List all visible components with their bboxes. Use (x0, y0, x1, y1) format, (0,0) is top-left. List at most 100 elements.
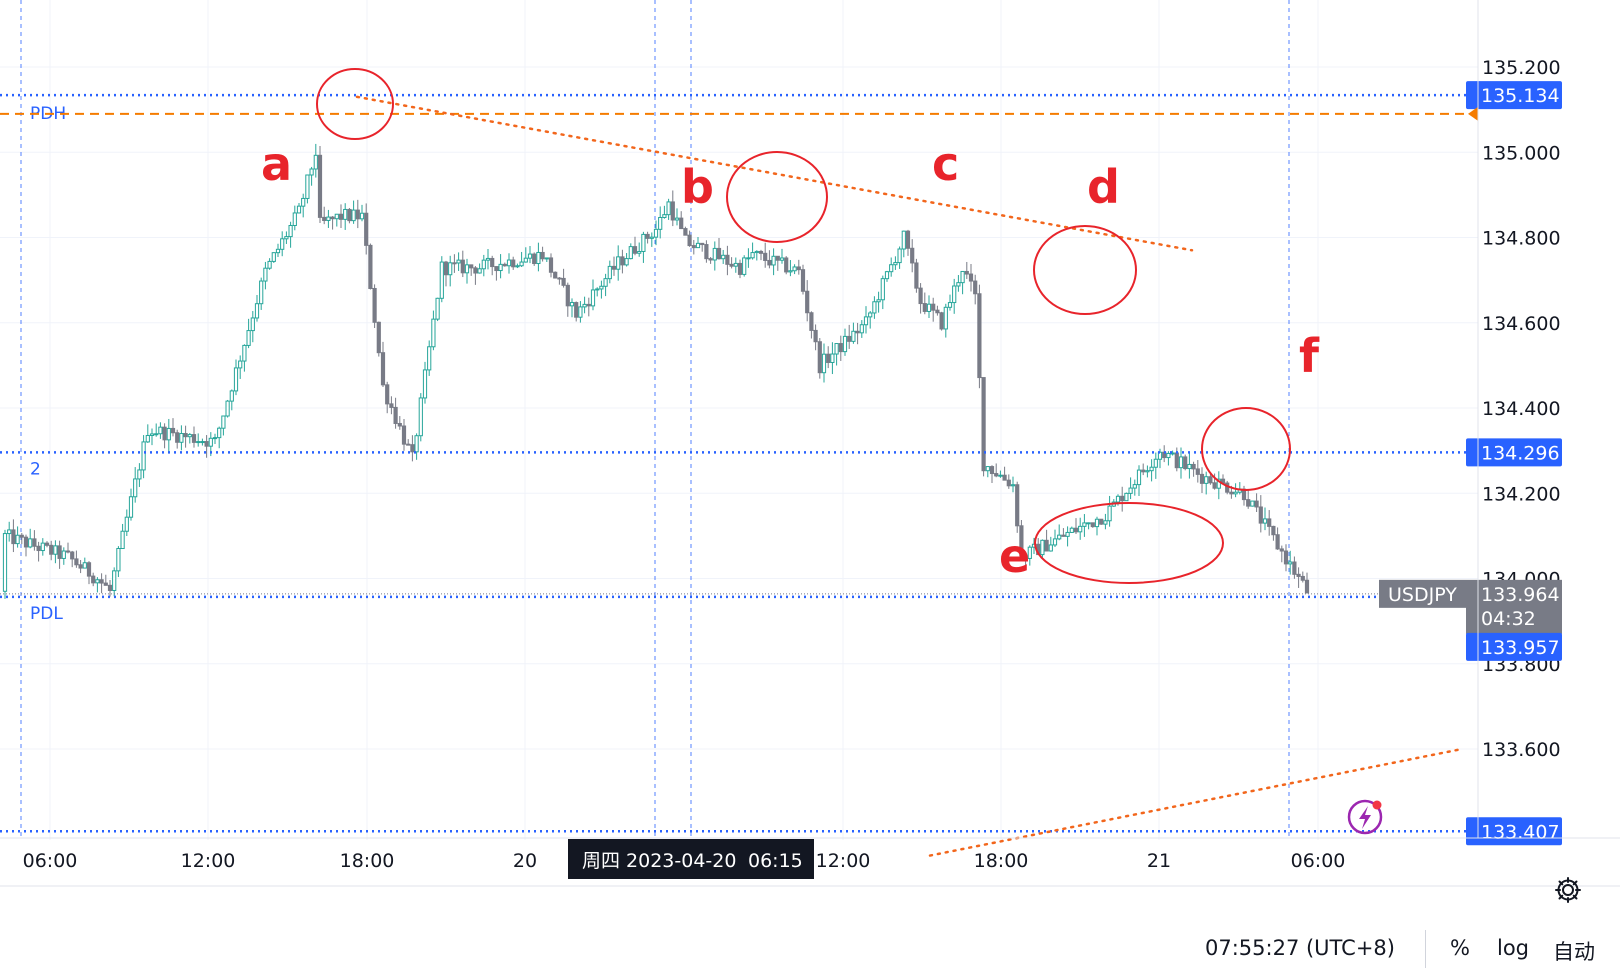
candle-down (704, 244, 709, 260)
candle-up (754, 250, 759, 254)
candle-up (435, 297, 440, 320)
time-tick-label: 06:00 (1291, 850, 1346, 872)
candle-up (208, 437, 213, 447)
candle-up (158, 426, 163, 435)
trendline-support (928, 747, 1464, 857)
candle-up (1048, 544, 1053, 552)
candle-down (1195, 468, 1200, 475)
candle-up (1250, 500, 1255, 507)
candle-down (532, 253, 537, 265)
time-axis[interactable]: 06:00 12:00 18:00 20 12:00 18:00 21 06:00 周四 202… (0, 0, 1620, 887)
candle-down (355, 209, 360, 220)
candle-up (267, 260, 272, 269)
candle-down (767, 259, 772, 266)
candle-up (544, 257, 549, 260)
candle-down (1019, 525, 1024, 557)
candle-down (490, 257, 495, 268)
bolt-icon[interactable] (1347, 799, 1383, 835)
price-tick-label: 134.800 (1482, 228, 1561, 250)
candle-down (175, 432, 180, 443)
cursor-vertical-lines (20, 0, 1290, 838)
candle-down (1073, 527, 1079, 533)
candle-up (334, 213, 339, 220)
candle-up (603, 278, 608, 287)
candle-up (448, 262, 453, 276)
candle-up (947, 302, 953, 308)
candle-down (1061, 534, 1066, 537)
gear-icon[interactable] (1553, 875, 1583, 905)
candles (2, 143, 1310, 599)
candle-down (914, 262, 919, 289)
candle-up (427, 346, 432, 371)
symbol-label: USDJPY (1388, 584, 1457, 606)
candle-up (830, 353, 835, 364)
candle-down (687, 234, 692, 247)
time-tick-label: 12:00 (816, 850, 871, 872)
candle-up (712, 247, 717, 261)
percent-scale-button[interactable]: % (1450, 936, 1470, 960)
candle-up (897, 248, 902, 264)
candle-up (292, 212, 297, 226)
grid-lines (0, 0, 1478, 840)
candle-down (1174, 452, 1179, 469)
candle-up (569, 302, 575, 307)
candle-down (410, 444, 415, 453)
candle-down (317, 154, 323, 218)
candle-down (1275, 534, 1280, 550)
candle-down (683, 228, 688, 236)
trendline-resistance (355, 95, 1194, 252)
candle-down (473, 267, 478, 274)
candle-up (464, 264, 470, 274)
candle-down (540, 251, 545, 260)
candle-up (128, 496, 134, 518)
annotation-circle (1033, 225, 1137, 315)
candle-down (729, 263, 734, 267)
candle-down (1120, 495, 1125, 502)
price-axis[interactable]: 135.200 135.000 134.800 134.600 134.400 134.2… (0, 57, 1562, 761)
candle-up (225, 400, 230, 417)
candle-up (1187, 463, 1192, 470)
candle-up (1078, 525, 1083, 533)
candle-down (968, 273, 974, 282)
candle-up (305, 174, 310, 199)
candle-up (515, 265, 520, 268)
countdown-text: 04:32 (1481, 608, 1536, 630)
level-price-text: 133.407 (1481, 821, 1560, 843)
clock-time[interactable]: 07:55:27 (UTC+8) (1205, 936, 1395, 960)
log-scale-button[interactable]: log (1497, 936, 1530, 960)
candle-up (82, 562, 87, 569)
candle-down (103, 582, 108, 586)
candle-up (842, 335, 848, 353)
candle-up (956, 282, 961, 287)
candle-up (124, 516, 129, 532)
candle-up (695, 242, 701, 249)
candle-up (742, 257, 747, 275)
annotation-b: b (681, 160, 714, 214)
time-tick-label: 12:00 (181, 850, 236, 872)
candle-down (74, 558, 79, 566)
candle-down (1090, 522, 1095, 528)
candle-up (485, 257, 491, 261)
candle-down (460, 259, 465, 274)
candle-up (653, 228, 659, 238)
candle-up (1057, 534, 1062, 540)
candle-up (418, 397, 423, 437)
cursor-time-badge (568, 839, 814, 879)
candle-down (981, 377, 986, 472)
candle-up (1027, 546, 1032, 559)
candle-up (792, 266, 797, 272)
level-price-badge (1466, 438, 1562, 467)
candle-up (284, 236, 289, 240)
auto-scale-button[interactable]: 自动 (1553, 940, 1595, 964)
time-tick-label: 18:00 (340, 850, 395, 872)
candle-down (838, 343, 843, 353)
candle-up (254, 303, 260, 319)
candle-down (452, 262, 457, 265)
candle-up (196, 441, 201, 444)
candle-down (376, 321, 381, 354)
candle-down (443, 261, 449, 276)
candle-down (1258, 506, 1263, 524)
candle-down (78, 564, 83, 569)
candle-up (217, 427, 222, 439)
